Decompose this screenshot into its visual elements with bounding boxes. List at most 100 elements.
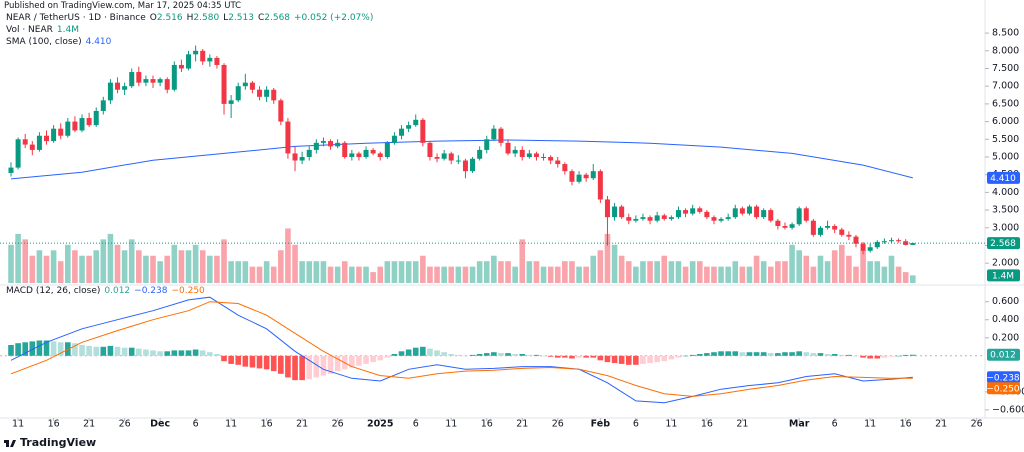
histogram-bar <box>384 355 391 358</box>
candle-body <box>441 153 447 159</box>
volume-bar <box>363 266 369 283</box>
candle-body <box>86 118 92 126</box>
histogram-bar <box>732 351 739 356</box>
candle-body <box>242 82 248 87</box>
candle-body <box>22 139 28 145</box>
histogram-bar <box>93 346 100 356</box>
legend: Vol · NEAR 1.4M <box>6 25 83 36</box>
histogram-bar <box>803 352 810 356</box>
last-value-label: −0.238 <box>986 373 1020 383</box>
volume-bar <box>299 261 305 283</box>
candle-body <box>420 119 426 143</box>
candle-body <box>761 210 767 218</box>
histogram-bar <box>306 355 313 380</box>
volume-bar <box>370 272 376 283</box>
histogram-bar <box>753 352 760 356</box>
histogram-bar <box>143 349 149 356</box>
volume-bar <box>569 261 575 283</box>
histogram-bar <box>320 355 327 376</box>
candle-body <box>470 158 476 172</box>
volume-bar <box>782 261 788 283</box>
histogram-bar <box>547 355 554 357</box>
y-tick-label: 0.200 <box>992 332 1019 343</box>
chart-title: MACD (12, 26, close) <box>6 286 101 296</box>
volume-bar <box>93 250 100 283</box>
candle-body <box>249 82 255 90</box>
published-note: Published on TradingView.com, Mar 17, 20… <box>4 1 242 11</box>
candle-body <box>356 153 362 157</box>
histogram-bar <box>235 355 242 365</box>
histogram-bar <box>356 355 362 366</box>
candle-body <box>746 206 752 214</box>
candle-body <box>271 89 277 101</box>
candle-body <box>739 208 745 214</box>
volume-bar <box>185 250 192 283</box>
histogram-bar <box>199 350 206 356</box>
legend-value: 0.012 <box>104 286 131 296</box>
legend-name: Vol · NEAR <box>6 25 53 35</box>
candle-body <box>825 226 831 228</box>
histogram-bar <box>79 344 85 356</box>
volume-bar <box>334 266 341 283</box>
volume-bar <box>221 239 227 283</box>
volume-bar <box>533 261 540 283</box>
volume-bar <box>682 266 689 283</box>
volume-bar <box>150 255 156 283</box>
histogram-bar <box>739 352 746 356</box>
histogram-bar <box>860 355 866 358</box>
histogram-bar <box>895 355 902 357</box>
x-tick-label: 21 <box>296 419 308 430</box>
candle-body <box>313 142 319 150</box>
candle-body <box>754 206 760 218</box>
histogram-bar <box>505 353 511 356</box>
volume-bar <box>746 266 753 283</box>
volume-bar <box>420 255 426 283</box>
x-tick-label: 11 <box>225 419 237 430</box>
volume-bar <box>377 266 384 283</box>
candle-body <box>391 135 397 143</box>
histogram-bar <box>483 353 490 356</box>
last-value-label: 0.012 <box>990 351 1016 361</box>
volume-bar <box>356 266 362 283</box>
x-tick-label: 21 <box>83 419 95 430</box>
histogram-bar <box>228 355 234 364</box>
candle-body <box>29 144 35 150</box>
x-tick-label: 11 <box>864 419 876 430</box>
volume-bar <box>36 250 43 283</box>
histogram-bar <box>846 354 852 356</box>
histogram-bar <box>902 354 909 356</box>
histogram-bar <box>292 355 298 381</box>
histogram-bar <box>114 346 121 356</box>
histogram-bar <box>569 355 575 359</box>
histogram-bar <box>192 349 199 356</box>
volume-bar <box>881 266 888 283</box>
histogram-bar <box>888 355 895 357</box>
candle-body <box>15 139 21 168</box>
x-tick-label: 16 <box>48 419 60 430</box>
candle-body <box>860 243 866 251</box>
candle-body <box>888 240 894 242</box>
volume-bar <box>633 266 639 283</box>
legend-key: H <box>186 13 194 23</box>
histogram-bar <box>22 342 29 356</box>
candle-body <box>72 121 78 131</box>
x-tick-label: 6 <box>193 419 199 430</box>
histogram-bar <box>405 349 412 356</box>
histogram-bar <box>604 355 611 363</box>
candle-body <box>448 153 454 161</box>
candle-body <box>675 210 681 218</box>
histogram-bar <box>391 354 398 356</box>
volume-bar <box>405 261 412 283</box>
histogram-bar <box>640 355 646 364</box>
candle-body <box>107 82 113 101</box>
histogram-bar <box>696 354 703 356</box>
y-tick-label: 6.500 <box>992 98 1019 109</box>
candle-body <box>576 174 582 182</box>
volume-bar <box>72 250 78 283</box>
volume-bar <box>675 261 682 283</box>
volume-bar <box>391 261 398 283</box>
candle-body <box>782 226 788 228</box>
histogram-bar <box>128 347 135 356</box>
candle-body <box>115 82 121 90</box>
histogram-bar <box>57 342 64 356</box>
